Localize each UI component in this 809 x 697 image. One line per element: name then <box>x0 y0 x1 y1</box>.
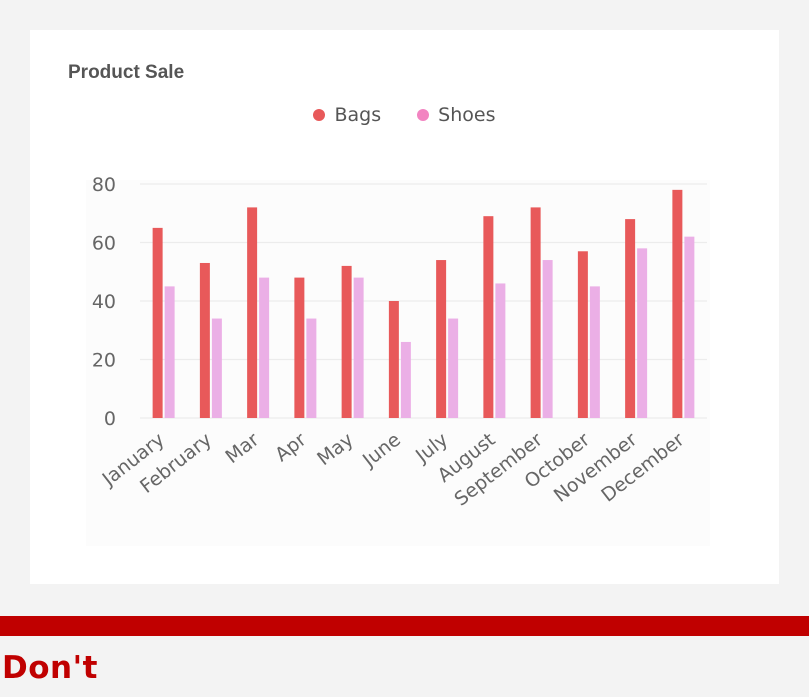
y-tick-label: 40 <box>92 291 116 313</box>
bar-shoes <box>211 318 222 418</box>
chart-legend: Bags Shoes <box>30 104 779 126</box>
bar-shoes <box>589 286 600 418</box>
bar-bags <box>247 207 258 418</box>
bar-bags <box>341 265 352 418</box>
bar-shoes <box>542 260 553 418</box>
bar-shoes <box>259 277 270 418</box>
legend-marker-shoes <box>417 109 430 121</box>
bar-shoes <box>353 277 364 418</box>
bar-bags <box>436 260 447 418</box>
bar-bags <box>199 262 210 418</box>
bar-shoes <box>448 318 459 418</box>
bottom-divider-bar <box>0 616 809 636</box>
bar-bags <box>483 216 494 418</box>
bar-shoes <box>306 318 317 418</box>
bar-bags <box>152 227 163 418</box>
bar-shoes <box>400 341 411 418</box>
bar-shoes <box>164 286 175 418</box>
legend-label-shoes: Shoes <box>438 104 496 126</box>
legend-item-bags[interactable]: Bags <box>313 104 381 126</box>
chart-card: Product Sale Bags Shoes 0 20 40 60 80 January… <box>30 30 779 584</box>
bar-bags <box>530 207 541 418</box>
bar-bags <box>672 189 683 418</box>
y-tick-label: 20 <box>92 350 116 372</box>
bar-bags <box>388 301 399 418</box>
bar-bags <box>294 277 305 418</box>
legend-marker-bags <box>313 109 326 121</box>
bar-shoes <box>495 283 506 418</box>
bar-shoes <box>637 248 648 418</box>
y-tick-label: 0 <box>104 408 116 430</box>
legend-label-bags: Bags <box>334 104 382 126</box>
legend-item-shoes[interactable]: Shoes <box>417 104 496 126</box>
y-tick-label: 80 <box>92 174 116 196</box>
bar-bags <box>577 251 588 418</box>
y-tick-label: 60 <box>92 233 116 255</box>
chart-title: Product Sale <box>68 62 185 83</box>
bar-shoes <box>684 236 695 418</box>
bar-bags <box>625 219 636 418</box>
dont-label: Don't <box>2 650 98 686</box>
